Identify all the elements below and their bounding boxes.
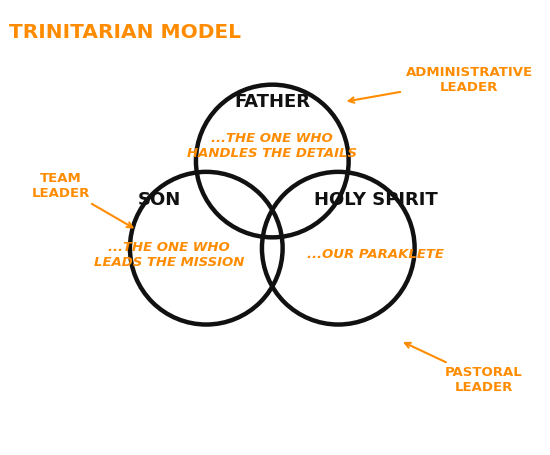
Text: HOLY SPIRIT: HOLY SPIRIT — [314, 192, 438, 209]
Text: ...THE ONE WHO
HANDLES THE DETAILS: ...THE ONE WHO HANDLES THE DETAILS — [188, 132, 358, 160]
Text: PASTORAL
LEADER: PASTORAL LEADER — [405, 343, 523, 394]
Text: ...THE ONE WHO
LEADS THE MISSION: ...THE ONE WHO LEADS THE MISSION — [94, 241, 244, 268]
Text: TEAM
LEADER: TEAM LEADER — [31, 172, 133, 228]
Text: ADMINISTRATIVE
LEADER: ADMINISTRATIVE LEADER — [349, 66, 533, 103]
Text: FATHER: FATHER — [234, 93, 310, 111]
Text: TRINITARIAN MODEL: TRINITARIAN MODEL — [9, 23, 241, 42]
Text: SON: SON — [138, 192, 180, 209]
Text: ...OUR PARAKLETE: ...OUR PARAKLETE — [307, 248, 444, 261]
